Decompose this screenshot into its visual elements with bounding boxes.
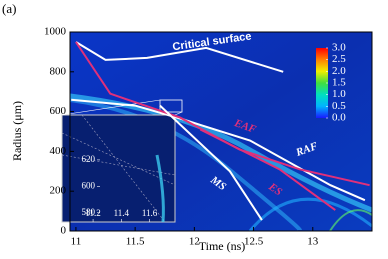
y-axis-label: Radius (μm)	[10, 101, 24, 161]
y-tick-label: 200	[50, 185, 67, 197]
plot-frame	[69, 31, 373, 232]
y-tick-label: 1000	[44, 26, 67, 38]
zoom-connector	[61, 99, 183, 116]
colorbar-tick-label: 1.0	[332, 88, 346, 100]
inset-x-tick-label: 11.6	[142, 208, 158, 218]
x-tick-label: 11	[71, 236, 82, 248]
inset-feature	[155, 154, 165, 223]
x-tick-label: 13	[307, 236, 319, 248]
y-tick-label: 400	[50, 145, 67, 157]
inset	[61, 114, 176, 223]
colorbar-tick-label: 2.0	[332, 65, 346, 77]
inset-y-tick-label: 620	[82, 154, 96, 164]
inset-x-tick-label: 11.4	[114, 208, 130, 218]
x-axis-label: Time (ns)	[199, 239, 246, 253]
curve	[71, 98, 366, 202]
x-tick-label: 12.5	[244, 236, 264, 248]
colorbar-tick-label: 1.5	[332, 77, 346, 89]
colorbar	[316, 48, 328, 118]
y-tick-label: 800	[50, 65, 67, 77]
inset-y-tick-label: 580	[82, 207, 96, 217]
inset-feature	[61, 114, 176, 223]
curve	[159, 104, 263, 221]
panel-label: (a)	[2, 1, 16, 16]
x-tick-label: 11.5	[126, 236, 145, 248]
x-tick-label: 12	[189, 236, 200, 248]
curve	[199, 128, 336, 211]
y-tick-label: 600	[50, 105, 67, 117]
inset-y-tick-label: 600	[82, 180, 96, 190]
y-tick-label: 0	[61, 225, 67, 237]
colorbar-tick-label: 0.5	[332, 100, 346, 112]
colorbar-tick-label: 2.5	[332, 53, 346, 65]
colorbar-tick-label: 0.0	[332, 112, 346, 124]
curve	[75, 41, 284, 73]
colorbar-tick-label: 3.0	[332, 42, 346, 54]
inset-axes: 11.2 11.4 11.6 580 600 620	[61, 114, 176, 223]
inset-x-tick-label: 11.2	[85, 208, 100, 218]
